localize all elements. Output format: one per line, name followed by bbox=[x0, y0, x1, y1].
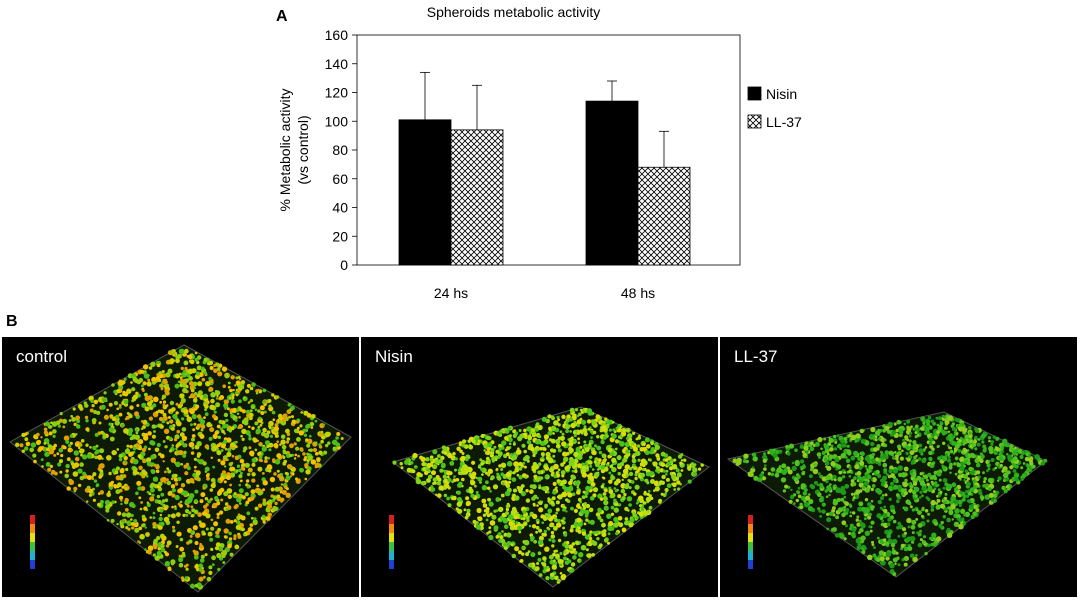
depth-color-scale bbox=[389, 515, 394, 569]
bar-chart: Spheroids metabolic activity 0 20 40 60 80 100… bbox=[277, 4, 802, 301]
y-axis-label: (vs control) bbox=[295, 115, 311, 184]
depth-color-scale bbox=[748, 515, 753, 569]
legend-label: Nisin bbox=[766, 86, 797, 102]
bar-nisin-1 bbox=[585, 100, 639, 266]
microscopy-panel-nisin: Nisin bbox=[361, 337, 718, 597]
biofilm-3d-render-ll37 bbox=[726, 411, 1048, 578]
microscopy-panel-ll37: LL-37 bbox=[720, 337, 1077, 597]
panel-label-control: control bbox=[16, 347, 68, 366]
y-axis-label: % Metabolic activity bbox=[277, 89, 293, 212]
y-tick-label: 60 bbox=[332, 171, 348, 187]
depth-color-scale bbox=[30, 515, 35, 569]
panel-b-label: B bbox=[6, 313, 18, 330]
microscopy-panel-control: control bbox=[2, 337, 359, 597]
y-tick-label: 120 bbox=[325, 85, 349, 101]
y-tick-label: 20 bbox=[332, 228, 348, 244]
biofilm-3d-render-control bbox=[9, 344, 352, 593]
y-tick-label: 0 bbox=[340, 257, 348, 273]
x-tick-label: 48 hs bbox=[621, 285, 655, 301]
panel-label-nisin: Nisin bbox=[375, 347, 413, 366]
x-tick-label: 24 hs bbox=[434, 285, 468, 301]
bar-ll37-0 bbox=[450, 129, 504, 266]
y-tick-label: 100 bbox=[325, 113, 349, 129]
y-tick-label: 140 bbox=[325, 56, 349, 72]
biofilm-texture bbox=[392, 407, 704, 584]
biofilm-3d-render-nisin bbox=[389, 406, 710, 588]
legend-swatch bbox=[747, 114, 762, 129]
legend-label: LL-37 bbox=[766, 114, 802, 130]
panel-label-ll37: LL-37 bbox=[734, 347, 778, 366]
biofilm-texture bbox=[732, 414, 1048, 577]
y-tick-label: 160 bbox=[325, 27, 349, 43]
y-tick-label: 80 bbox=[332, 142, 348, 158]
render-base bbox=[9, 344, 352, 593]
y-tick-label: 40 bbox=[332, 200, 348, 216]
bar-ll37-1 bbox=[637, 166, 691, 266]
bar-nisin-0 bbox=[398, 119, 452, 266]
render-base bbox=[391, 406, 710, 588]
biofilm-texture bbox=[15, 348, 344, 590]
chart-title: Spheroids metabolic activity bbox=[427, 4, 601, 20]
legend-swatch bbox=[747, 86, 762, 101]
panel-a-label: A bbox=[276, 8, 288, 25]
